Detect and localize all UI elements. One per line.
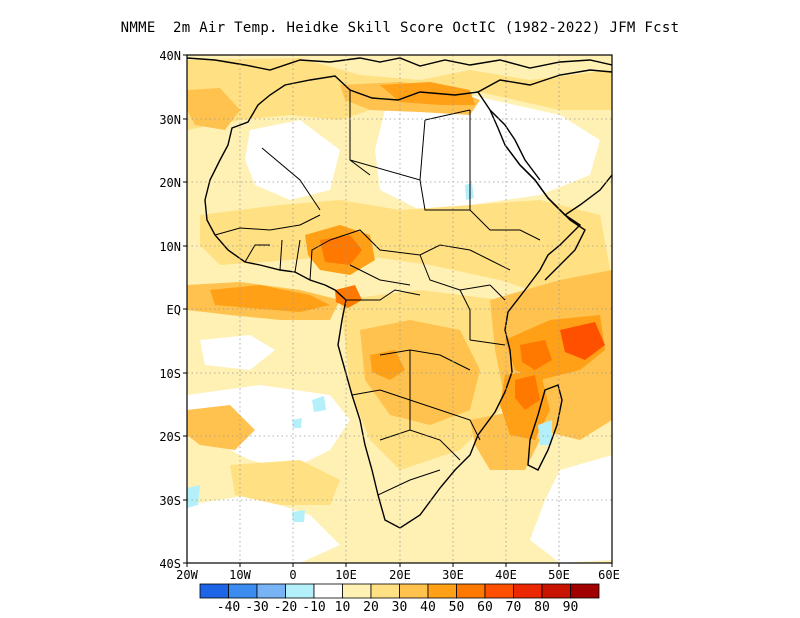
colorbar-label: 70 [506, 600, 522, 615]
paleblue-region-2 [312, 396, 326, 412]
colorbar-label: 30 [392, 600, 408, 615]
darkorange-region-tanzania-coast [515, 375, 540, 410]
colorbar-label: -30 [245, 600, 268, 615]
darkorange-region-east-africa-coast [520, 340, 552, 370]
lat-label-40s: 40S [159, 557, 181, 571]
colorbar-label: 40 [420, 600, 436, 615]
colorbar-box [570, 583, 600, 599]
colorbar-label: -10 [302, 600, 325, 615]
colorbar-box [484, 583, 514, 599]
lon-label-30e: 30E [442, 568, 464, 582]
colorbar-box [228, 583, 258, 599]
colorbar-box [256, 583, 286, 599]
border-central-africa [329, 229, 491, 301]
coastlines [187, 57, 612, 529]
colorbar-labels: -40 -30 -20 -10 10 20 30 40 50 60 70 80 90 [217, 600, 579, 615]
paleblue-region-6 [292, 418, 302, 428]
lat-label-20n: 20N [159, 176, 181, 190]
lat-labels: 40N 30N 20N 10N EQ 10S 20S 30S 40S [159, 49, 181, 571]
orange-region-gulf-guinea [210, 285, 330, 312]
colorbar-boxes [199, 583, 600, 599]
lat-label-20s: 20S [159, 430, 181, 444]
africa-coastline [204, 75, 582, 529]
colorbar-box [342, 583, 372, 599]
skill-field [187, 58, 612, 563]
gold-region-south-atlantic [187, 405, 255, 450]
lat-label-40n: 40N [159, 49, 181, 63]
colorbar-box [370, 583, 400, 599]
border-north-africa [261, 90, 471, 211]
lon-label-50e: 50E [548, 568, 570, 582]
colorbar: -40 -30 -20 -10 10 20 30 40 50 60 70 80 90 [199, 583, 600, 615]
yellow-region-southwest [230, 460, 340, 505]
orange-region-mediterranean [380, 82, 475, 105]
white-region-atlantic-mid [200, 335, 275, 370]
gold-region-central-africa [360, 320, 480, 425]
map-panel: 40N 30N 20N 10N EQ 10S 20S 30S 40S 20W 1… [159, 49, 620, 582]
country-borders [214, 90, 541, 496]
white-region-southern-ocean [187, 495, 340, 563]
gold-region-north-atlantic [187, 88, 240, 130]
colorbar-box [399, 583, 429, 599]
axis-ticks [183, 54, 613, 567]
colorbar-box [199, 583, 229, 599]
lat-label-eq: EQ [167, 303, 181, 317]
lon-label-10w: 10W [229, 568, 251, 582]
border-east-africa [459, 209, 541, 346]
colorbar-box [513, 583, 543, 599]
lon-label-20w: 20W [176, 568, 198, 582]
lat-label-30s: 30S [159, 494, 181, 508]
red-sea-coast [489, 109, 541, 181]
madagascar-coastline [527, 384, 563, 471]
paleblue-region-3 [538, 420, 552, 445]
colorbar-box [541, 583, 571, 599]
darkorange-region-equatorial-guinea [335, 285, 362, 308]
orange-region-congo [370, 350, 405, 380]
lon-label-20e: 20E [389, 568, 411, 582]
lat-label-10s: 10S [159, 367, 181, 381]
europe-coastline [187, 57, 612, 71]
colorbar-box [285, 583, 315, 599]
lon-labels: 20W 10W 0 10E 20E 30E 40E 50E 60E [176, 568, 620, 582]
lon-label-0: 0 [289, 568, 296, 582]
darkorange-region-cameroon [320, 235, 362, 265]
colorbar-label: 60 [477, 600, 493, 615]
colorbar-label: 80 [534, 600, 550, 615]
paleblue-region-4 [187, 485, 200, 508]
colorbar-label: 90 [563, 600, 579, 615]
border-west-africa [214, 214, 331, 281]
colorbar-box [427, 583, 457, 599]
gridlines [187, 55, 612, 563]
lon-label-40e: 40E [495, 568, 517, 582]
colorbar-label: 10 [335, 600, 351, 615]
lat-label-10n: 10N [159, 240, 181, 254]
somalia-horn [544, 197, 586, 281]
colorbar-box [313, 583, 343, 599]
colorbar-label: -20 [274, 600, 297, 615]
chart-title: NMME 2m Air Temp. Heidke Skill Score Oct… [120, 20, 680, 36]
white-region-west-sahara [245, 120, 340, 200]
lat-label-30n: 30N [159, 113, 181, 127]
colorbar-box [456, 583, 486, 599]
redorange-region-indian-ocean [560, 322, 605, 360]
colorbar-label: 20 [363, 600, 379, 615]
paleblue-region-5 [292, 510, 305, 522]
lon-label-60e: 60E [598, 568, 620, 582]
colorbar-label: -40 [217, 600, 240, 615]
colorbar-label: 50 [449, 600, 465, 615]
border-southern-africa [351, 349, 481, 496]
white-region-sahara [375, 95, 600, 210]
lon-label-10e: 10E [335, 568, 357, 582]
white-region-south-indian [530, 455, 612, 563]
